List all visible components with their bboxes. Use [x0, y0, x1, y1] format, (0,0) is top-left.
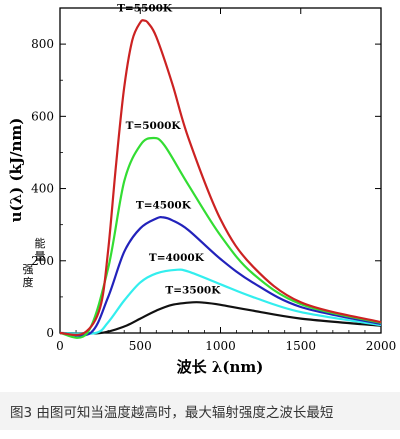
- series-label-T5500: T=5500K: [117, 3, 173, 15]
- series-label-T3500: T=3500K: [165, 284, 221, 296]
- series-line-T4500: [59, 216, 382, 337]
- x-axis-title: 波长 λ(nm): [177, 358, 264, 376]
- series-line-T5500: [59, 19, 382, 336]
- side-label-char: 能: [35, 236, 46, 250]
- series-label-T4500: T=4500K: [136, 199, 192, 211]
- side-label-char: 强: [23, 263, 34, 276]
- y-tick-label: 400: [31, 182, 54, 196]
- y-axis-title: u(λ) (kJ/nm): [7, 118, 25, 223]
- x-tick-label: 1500: [285, 339, 316, 353]
- x-tick-label: 1000: [205, 339, 236, 353]
- series-line-T4000: [59, 268, 382, 335]
- y-tick-label: 0: [46, 326, 54, 340]
- ticks-layer: 0 500 1000 1500 2000 0 200 400 600 800: [31, 8, 396, 353]
- x-tick-label: 500: [129, 339, 152, 353]
- y-tick-label: 600: [31, 109, 54, 123]
- side-label-char: 度: [23, 275, 34, 289]
- blackbody-radiation-chart: 0 500 1000 1500 2000 0 200 400 600 800 T=5500K T=5…: [7, 3, 396, 376]
- figure-caption: 图3 由图可知当温度越高时，最大辐射强度之波长最短: [10, 405, 334, 421]
- y-tick-label: 800: [31, 37, 54, 51]
- series-label-T5000: T=5000K: [126, 120, 182, 132]
- x-tick-label: 0: [56, 339, 64, 353]
- series-line-T3500: [59, 301, 382, 335]
- series-layer: [59, 19, 382, 339]
- series-line-T5000: [59, 136, 382, 339]
- x-tick-label: 2000: [366, 339, 397, 353]
- series-label-T4000: T=4000K: [149, 252, 205, 264]
- bottom-strip: [0, 430, 400, 439]
- caption-bar: 图3 由图可知当温度越高时，最大辐射强度之波长最短: [0, 392, 400, 430]
- side-label-char: 量: [35, 250, 46, 263]
- series-labels-layer: T=5500K T=5000K T=4500K T=4000K T=3500K: [117, 3, 221, 297]
- y-tick-label: 200: [31, 254, 54, 268]
